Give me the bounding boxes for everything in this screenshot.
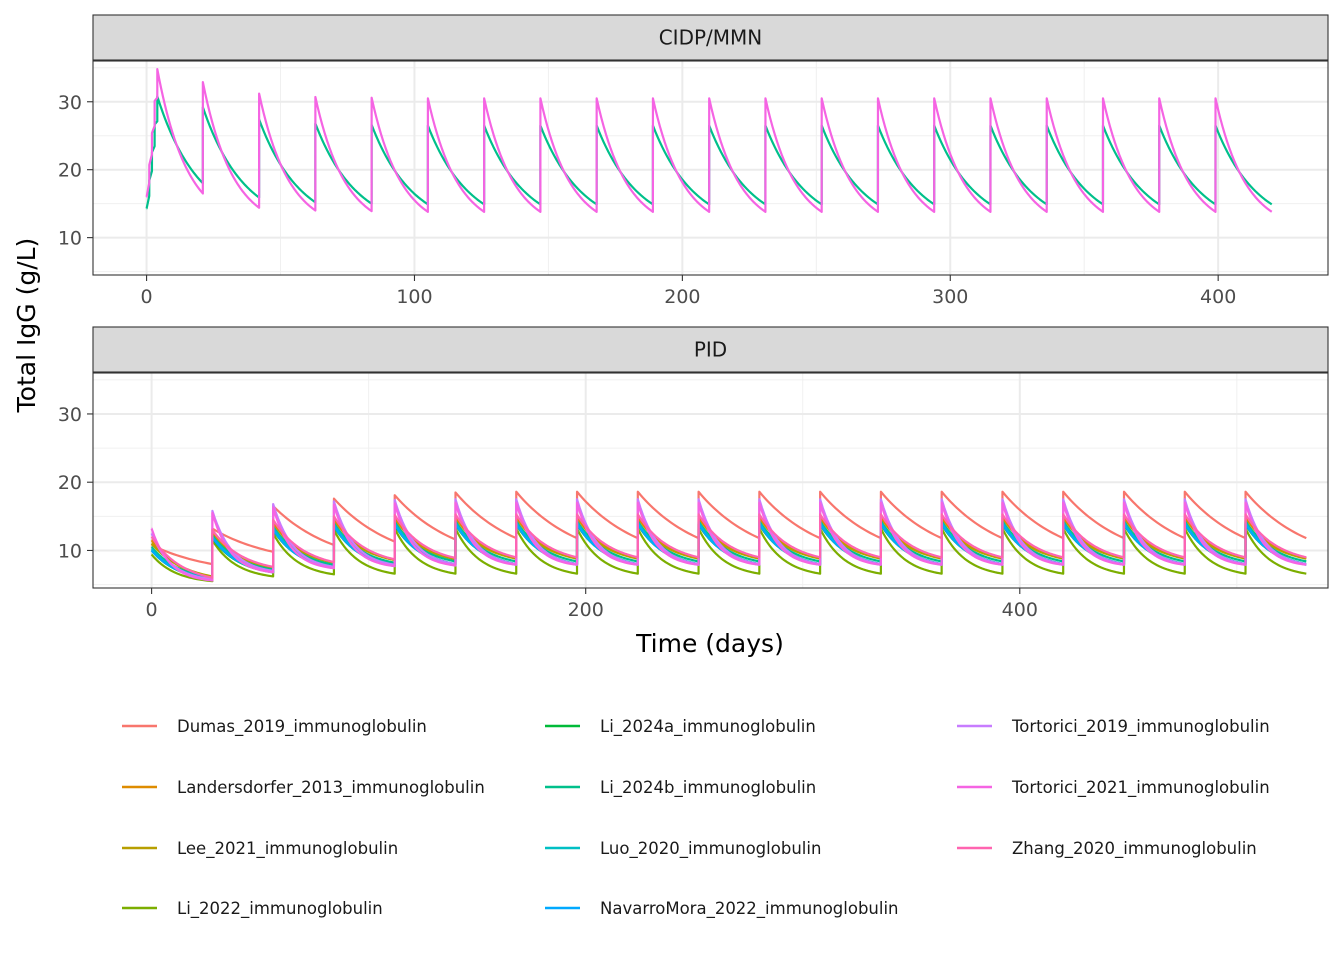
- legend-label: Landersdorfer_2013_immunoglobulin: [177, 778, 485, 798]
- legend-label: Li_2024a_immunoglobulin: [600, 717, 816, 737]
- series-line-Tortorici_2021_immunoglobulin: [145, 68, 1273, 213]
- legend-item: NavarroMora_2022_immunoglobulin: [545, 899, 899, 919]
- panel-0: CIDP/MMN 0 100 200 300 400 10 20 30: [58, 14, 1329, 308]
- legend-item: Tortorici_2019_immunoglobulin: [957, 717, 1270, 737]
- y-tick-label: 20: [58, 472, 82, 494]
- y-tick-label: 20: [58, 160, 82, 182]
- legend-label: Li_2024b_immunoglobulin: [600, 778, 816, 798]
- legend-item: Luo_2020_immunoglobulin: [545, 839, 821, 859]
- facet-strip: [92, 14, 1329, 61]
- facet-strip-label: PID: [694, 338, 727, 362]
- x-tick-label: 200: [568, 599, 604, 621]
- legend-label: Dumas_2019_immunoglobulin: [177, 717, 427, 737]
- legend: Dumas_2019_immunoglobulin Landersdorfer_2…: [122, 717, 1270, 919]
- panels: CIDP/MMN 0 100 200 300 400 10 20 30 PID 0 200 400 10 2…: [58, 14, 1329, 621]
- legend-label: Tortorici_2021_immunoglobulin: [1011, 778, 1270, 798]
- series-group: [150, 490, 1307, 583]
- series-line-Dumas_2019_immunoglobulin: [150, 490, 1307, 566]
- panel-border: [92, 372, 1329, 589]
- y-tick-label: 10: [58, 228, 82, 250]
- legend-item: Landersdorfer_2013_immunoglobulin: [122, 778, 485, 798]
- legend-item: Lee_2021_immunoglobulin: [122, 839, 398, 859]
- legend-label: Lee_2021_immunoglobulin: [177, 839, 398, 859]
- series-line-Li_2022_immunoglobulin: [150, 527, 1307, 583]
- legend-label: Tortorici_2019_immunoglobulin: [1011, 717, 1270, 737]
- legend-label: Luo_2020_immunoglobulin: [600, 839, 821, 859]
- legend-item: Zhang_2020_immunoglobulin: [957, 839, 1257, 859]
- x-axis-title: Time (days): [635, 629, 784, 658]
- legend-item: Li_2022_immunoglobulin: [122, 899, 383, 919]
- facet-strip: [92, 326, 1329, 373]
- facet-strip-label: CIDP/MMN: [659, 26, 763, 50]
- legend-item: Li_2024a_immunoglobulin: [545, 717, 816, 737]
- panel-background: [93, 61, 1328, 275]
- y-tick-label: 10: [58, 540, 82, 562]
- legend-label: NavarroMora_2022_immunoglobulin: [600, 899, 899, 919]
- x-tick-label: 400: [1200, 286, 1236, 308]
- x-tick-label: 400: [1002, 599, 1038, 621]
- series-line-Zhang_2020_immunoglobulin: [150, 513, 1307, 579]
- x-tick-label: 200: [664, 286, 700, 308]
- legend-label: Li_2022_immunoglobulin: [177, 899, 383, 919]
- x-tick-label: 100: [396, 286, 432, 308]
- series-line-Li_2024b_immunoglobulin: [145, 95, 1273, 210]
- legend-label: Zhang_2020_immunoglobulin: [1012, 839, 1257, 859]
- x-tick-label: 0: [141, 286, 153, 308]
- x-tick-label: 0: [146, 599, 158, 621]
- x-tick-label: 300: [932, 286, 968, 308]
- y-tick-label: 30: [58, 92, 82, 114]
- legend-item: Li_2024b_immunoglobulin: [545, 778, 816, 798]
- legend-item: Tortorici_2021_immunoglobulin: [957, 778, 1270, 798]
- legend-item: Dumas_2019_immunoglobulin: [122, 717, 427, 737]
- series-group: [145, 68, 1273, 213]
- panel-border: [92, 60, 1329, 276]
- y-tick-label: 30: [58, 404, 82, 426]
- y-axis-title: Total IgG (g/L): [12, 238, 41, 414]
- panel-1: PID 0 200 400 10 20 30: [58, 326, 1329, 621]
